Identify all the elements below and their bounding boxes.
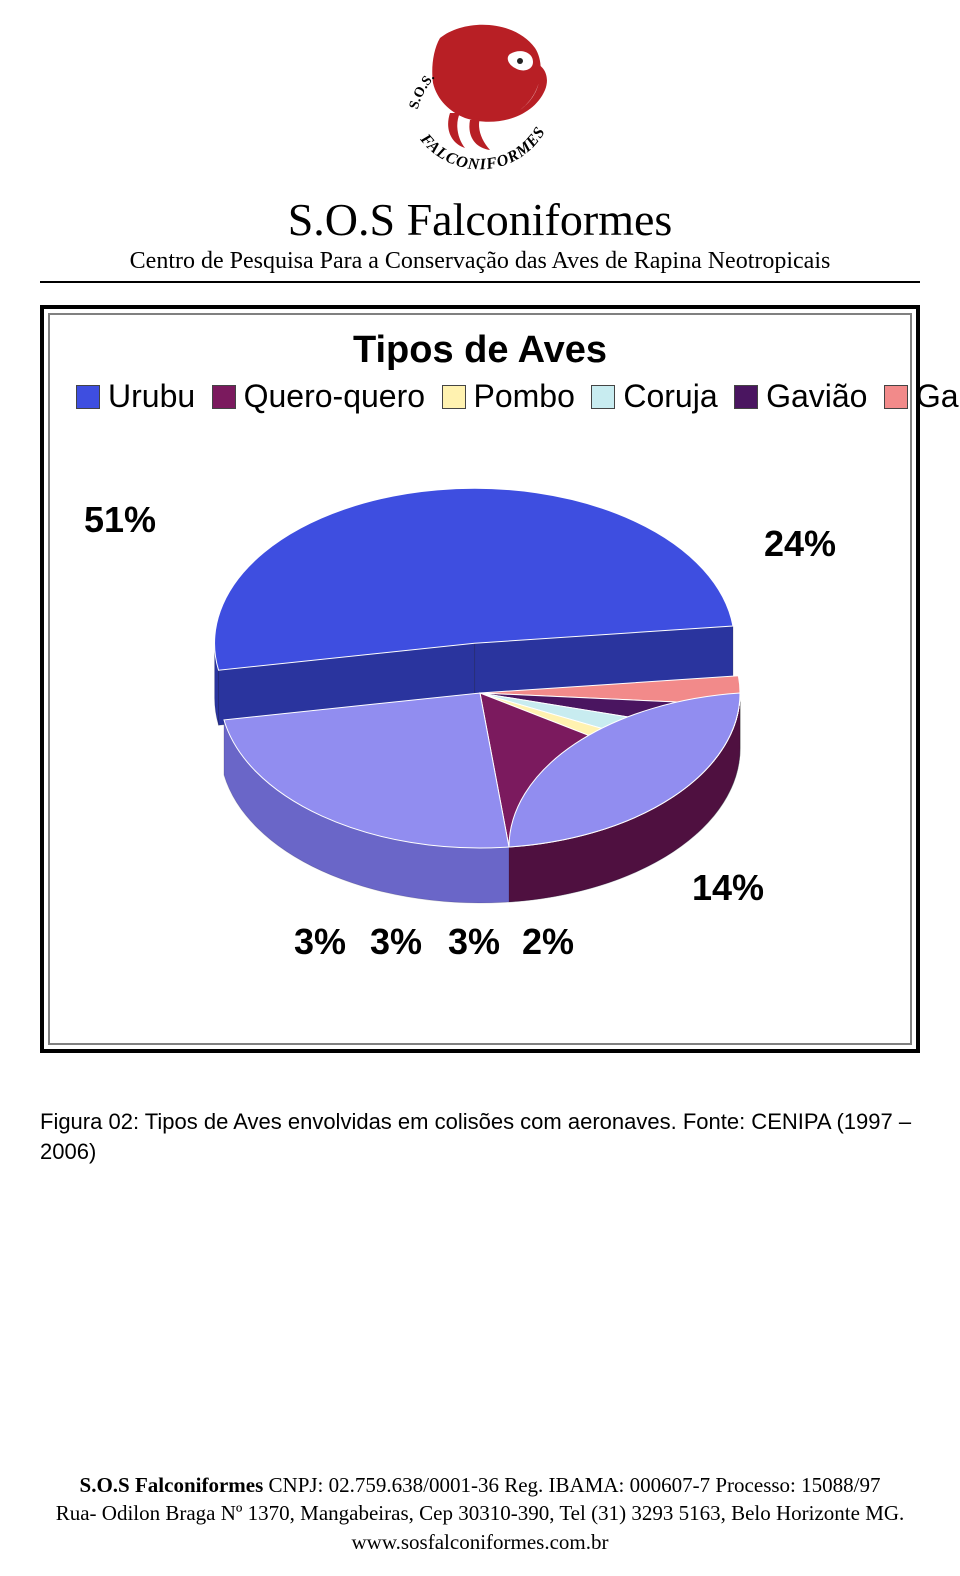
legend-label: Urubu — [108, 378, 195, 415]
logo-text-top: S.O.S. — [407, 70, 438, 111]
legend-label: Garça — [916, 378, 960, 415]
footer-org-name: S.O.S Falconiformes — [80, 1473, 264, 1497]
svg-text:FALCONIFORMES: FALCONIFORMES — [416, 124, 549, 174]
legend-item: Garça — [884, 378, 960, 415]
org-subtitle: Centro de Pesquisa Para a Conservação da… — [0, 248, 960, 281]
pct-label-24: 24% — [764, 523, 836, 565]
chart-legend: Urubu Quero-quero Pombo Coruja Gavião Ga… — [70, 378, 890, 415]
legend-item: Coruja — [591, 378, 717, 415]
legend-item: Gavião — [734, 378, 867, 415]
pct-label-2: 2% — [522, 921, 574, 963]
footer-line-1: S.O.S Falconiformes CNPJ: 02.759.638/000… — [0, 1471, 960, 1499]
footer-line-2: Rua- Odilon Braga Nº 1370, Mangabeiras, … — [0, 1499, 960, 1527]
legend-swatch — [734, 385, 758, 409]
page-footer: S.O.S Falconiformes CNPJ: 02.759.638/000… — [0, 1471, 960, 1556]
legend-item: Pombo — [442, 378, 575, 415]
legend-swatch — [442, 385, 466, 409]
legend-swatch — [591, 385, 615, 409]
pct-label-3a: 3% — [294, 921, 346, 963]
legend-swatch — [212, 385, 236, 409]
logo: S.O.S. FALCONIFORMES — [395, 18, 565, 183]
legend-item: Urubu — [76, 378, 195, 415]
pct-label-51: 51% — [84, 499, 156, 541]
legend-label: Gavião — [766, 378, 867, 415]
legend-item: Quero-quero — [212, 378, 425, 415]
chart-frame: Tipos de Aves Urubu Quero-quero Pombo Co… — [40, 305, 920, 1053]
pie-area: 51% 24% 14% 2% 3% 3% 3% — [70, 415, 890, 1015]
legend-label: Coruja — [623, 378, 717, 415]
legend-label: Quero-quero — [244, 378, 425, 415]
chart-inner: Tipos de Aves Urubu Quero-quero Pombo Co… — [48, 313, 912, 1045]
pct-label-3b: 3% — [370, 921, 422, 963]
org-title: S.O.S Falconiformes — [0, 193, 960, 246]
pct-label-14: 14% — [692, 867, 764, 909]
legend-swatch — [884, 385, 908, 409]
pct-label-3c: 3% — [448, 921, 500, 963]
page-header: S.O.S. FALCONIFORMES S.O.S Falconiformes… — [0, 0, 960, 283]
svg-text:S.O.S.: S.O.S. — [407, 70, 438, 111]
legend-label: Pombo — [474, 378, 575, 415]
header-divider — [40, 281, 920, 283]
legend-swatch — [76, 385, 100, 409]
figure-caption: Figura 02: Tipos de Aves envolvidas em c… — [40, 1107, 920, 1166]
footer-line-3: www.sosfalconiformes.com.br — [0, 1528, 960, 1556]
footer-line1-text: CNPJ: 02.759.638/0001-36 Reg. IBAMA: 000… — [263, 1473, 880, 1497]
chart-title: Tipos de Aves — [70, 329, 890, 372]
logo-text-bottom: FALCONIFORMES — [416, 124, 549, 174]
